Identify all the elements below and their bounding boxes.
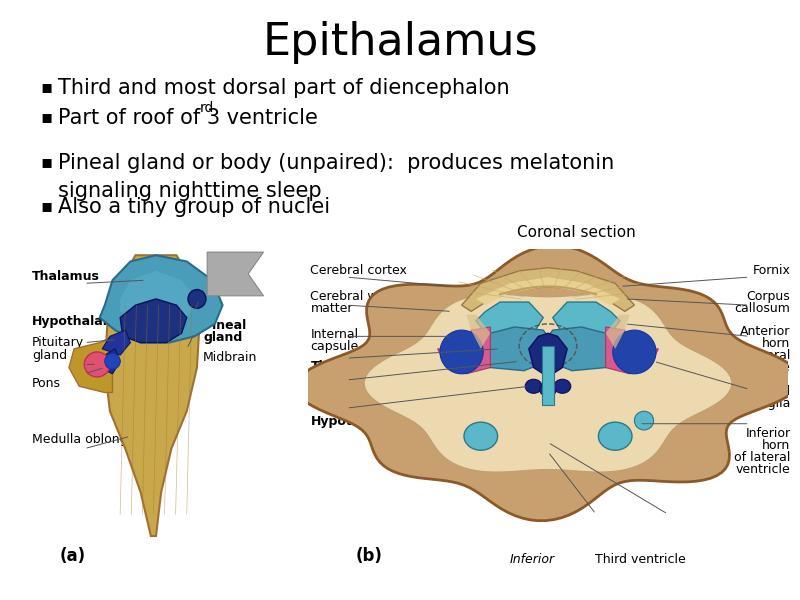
Polygon shape bbox=[100, 349, 120, 374]
Polygon shape bbox=[105, 255, 199, 536]
Text: Also a tiny group of nuclei: Also a tiny group of nuclei bbox=[58, 197, 330, 217]
Text: Pituitary: Pituitary bbox=[32, 336, 84, 349]
Ellipse shape bbox=[613, 330, 656, 374]
Polygon shape bbox=[120, 271, 197, 324]
Text: ▪: ▪ bbox=[40, 197, 52, 215]
Polygon shape bbox=[606, 314, 630, 349]
Polygon shape bbox=[100, 255, 222, 343]
Ellipse shape bbox=[598, 422, 632, 450]
Ellipse shape bbox=[634, 411, 654, 430]
Text: Medulla oblongata: Medulla oblongata bbox=[32, 433, 148, 446]
Text: Fornix: Fornix bbox=[753, 264, 790, 277]
Text: Third ventricle: Third ventricle bbox=[594, 553, 686, 566]
Text: gland: gland bbox=[32, 349, 67, 362]
Text: ventricle: ventricle bbox=[736, 463, 790, 476]
Text: Pineal gland or body (unpaired):  produces melatonin
signaling nighttime sleep: Pineal gland or body (unpaired): produce… bbox=[58, 153, 614, 201]
Text: Cerebral cortex: Cerebral cortex bbox=[310, 264, 407, 277]
Text: Inferior: Inferior bbox=[510, 553, 554, 566]
Polygon shape bbox=[471, 327, 553, 371]
Ellipse shape bbox=[554, 379, 570, 394]
Polygon shape bbox=[438, 327, 490, 374]
Polygon shape bbox=[462, 268, 634, 311]
Polygon shape bbox=[120, 299, 186, 343]
Text: rd: rd bbox=[200, 101, 214, 115]
Text: Corpus: Corpus bbox=[746, 290, 790, 304]
Polygon shape bbox=[529, 333, 567, 377]
Ellipse shape bbox=[188, 290, 206, 308]
Text: Internal: Internal bbox=[310, 328, 358, 341]
Polygon shape bbox=[606, 327, 658, 374]
Text: Coronal section: Coronal section bbox=[517, 225, 635, 240]
Ellipse shape bbox=[105, 353, 120, 369]
Polygon shape bbox=[364, 294, 732, 472]
Polygon shape bbox=[553, 302, 620, 340]
Text: ventricle: ventricle bbox=[220, 108, 318, 128]
Polygon shape bbox=[476, 302, 543, 340]
Text: (b): (b) bbox=[356, 547, 383, 565]
Ellipse shape bbox=[526, 379, 542, 394]
Text: Pineal: Pineal bbox=[204, 319, 247, 332]
Text: Hypothalamus: Hypothalamus bbox=[310, 415, 411, 428]
Polygon shape bbox=[543, 327, 625, 371]
Polygon shape bbox=[542, 346, 554, 405]
Ellipse shape bbox=[539, 382, 557, 397]
Text: ▪: ▪ bbox=[40, 108, 52, 126]
Polygon shape bbox=[476, 277, 620, 305]
Text: of lateral: of lateral bbox=[734, 451, 790, 464]
Text: ▪: ▪ bbox=[40, 153, 52, 171]
Text: gland: gland bbox=[204, 331, 243, 344]
Text: adhesion: adhesion bbox=[310, 391, 367, 404]
Text: capsule: capsule bbox=[310, 340, 358, 353]
Text: Cerebral white: Cerebral white bbox=[310, 290, 402, 304]
Text: Thalamus: Thalamus bbox=[32, 270, 100, 283]
Text: ganglia: ganglia bbox=[744, 397, 790, 410]
Ellipse shape bbox=[464, 422, 498, 450]
Text: ventricle: ventricle bbox=[736, 361, 790, 374]
Text: Inferior: Inferior bbox=[746, 427, 790, 440]
Polygon shape bbox=[69, 337, 113, 392]
Ellipse shape bbox=[84, 352, 110, 377]
Text: Pons: Pons bbox=[32, 377, 61, 390]
Text: Anterior: Anterior bbox=[740, 325, 790, 338]
Text: Hypothalamus: Hypothalamus bbox=[32, 315, 133, 328]
Text: Part of roof of 3: Part of roof of 3 bbox=[58, 108, 220, 128]
Text: Third and most dorsal part of diencephalon: Third and most dorsal part of diencephal… bbox=[58, 78, 510, 98]
Polygon shape bbox=[102, 330, 130, 355]
Text: Basal: Basal bbox=[756, 385, 790, 398]
Text: of lateral: of lateral bbox=[734, 349, 790, 362]
Text: horn: horn bbox=[762, 337, 790, 350]
Text: Thalamus: Thalamus bbox=[310, 360, 378, 373]
Polygon shape bbox=[207, 252, 263, 296]
Text: callosum: callosum bbox=[734, 302, 790, 316]
Text: Epithalamus: Epithalamus bbox=[262, 21, 538, 64]
Text: (a): (a) bbox=[60, 547, 86, 565]
Text: Midbrain: Midbrain bbox=[203, 351, 258, 364]
Text: horn: horn bbox=[762, 439, 790, 452]
Ellipse shape bbox=[440, 330, 483, 374]
Text: ▪: ▪ bbox=[40, 78, 52, 96]
Polygon shape bbox=[295, 245, 800, 521]
Polygon shape bbox=[466, 314, 490, 349]
Text: matter: matter bbox=[310, 302, 353, 316]
Text: Interthalamic: Interthalamic bbox=[310, 379, 394, 392]
